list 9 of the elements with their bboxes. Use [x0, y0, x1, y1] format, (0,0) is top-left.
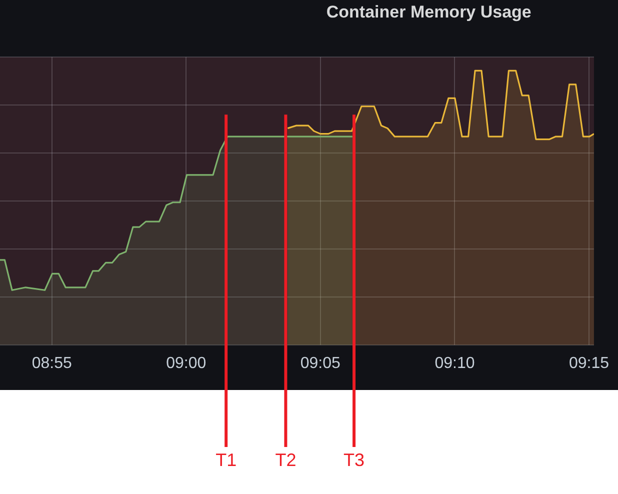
ref-line-label: T1 [216, 450, 237, 470]
x-tick-label: 09:15 [568, 355, 610, 372]
x-tick-label: 09:05 [300, 355, 340, 372]
x-tick-label: 09:10 [434, 355, 475, 372]
ref-line-label: T3 [344, 450, 365, 470]
chart-title: Container Memory Usage [326, 2, 532, 22]
x-tick-label: 09:00 [166, 355, 206, 372]
x-tick-label: 08:55 [32, 355, 72, 372]
ref-line-label: T2 [275, 450, 296, 470]
